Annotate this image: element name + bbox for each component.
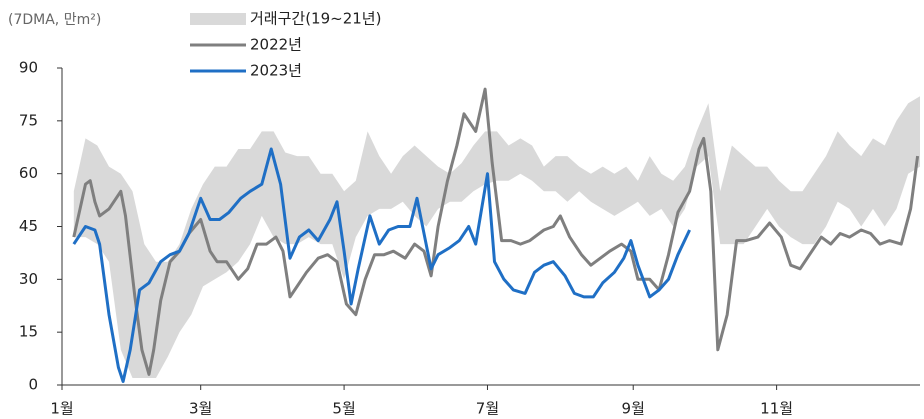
x-tick-label: 7월	[476, 400, 499, 418]
x-tick-label: 3월	[189, 400, 212, 418]
legend-label: 2023년	[250, 62, 302, 80]
x-tick-label: 11월	[760, 400, 793, 418]
y-tick-label: 45	[19, 217, 38, 235]
unit-label: (7DMA, 만m²)	[8, 12, 101, 28]
series-line	[72, 87, 920, 376]
y-tick-label: 0	[28, 376, 38, 394]
y-tick-label: 90	[19, 59, 38, 77]
legend-label: 거래구간(19~21년)	[250, 10, 381, 28]
x-tick-label: 5월	[332, 400, 355, 418]
x-tick-label: 9월	[622, 400, 645, 418]
legend-swatch	[190, 13, 246, 25]
series-line	[72, 147, 691, 383]
range-band	[73, 96, 921, 378]
x-tick-label: 1월	[50, 400, 73, 418]
y-tick-label: 30	[19, 270, 38, 288]
legend-label: 2022년	[250, 36, 302, 54]
y-tick-label: 75	[19, 111, 38, 129]
y-tick-label: 60	[19, 164, 38, 182]
y-tick-label: 15	[19, 323, 38, 341]
legend: 거래구간(19~21년) 2022년 2023년	[190, 10, 381, 80]
plot-area	[72, 87, 921, 383]
